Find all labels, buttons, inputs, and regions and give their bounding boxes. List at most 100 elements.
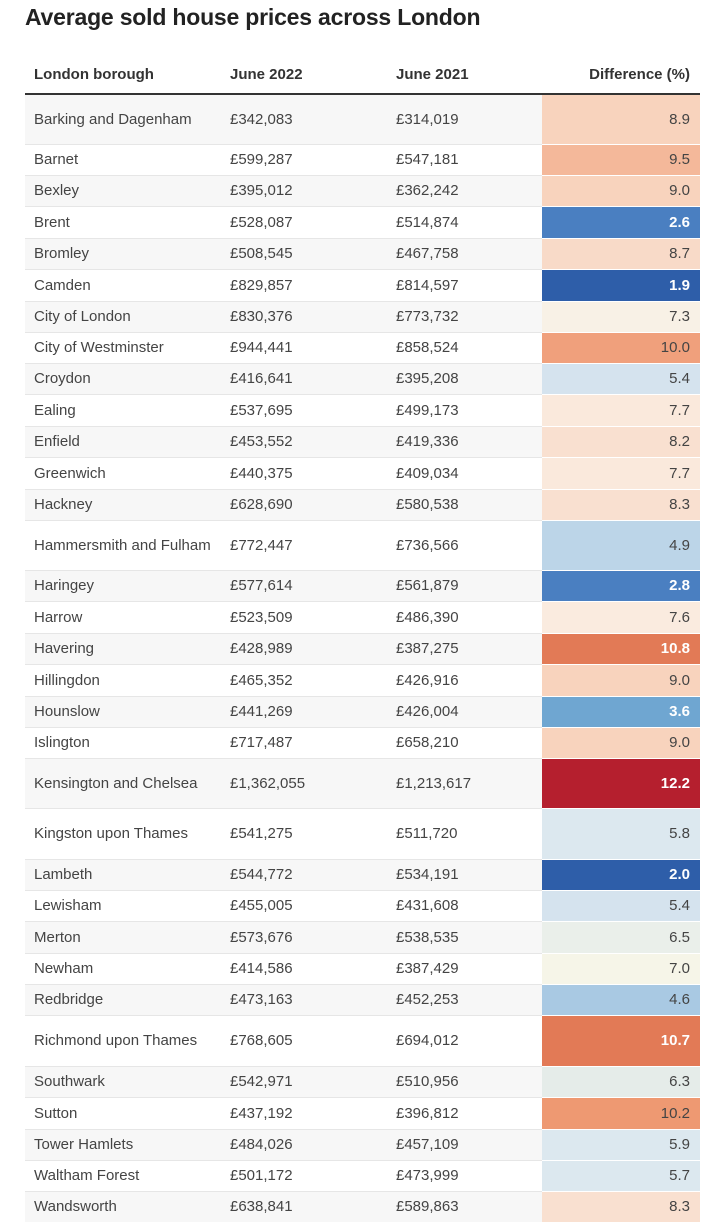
header-borough: London borough [25,56,221,95]
cell-difference: 4.6 [542,983,700,1015]
cell-june-2022: £440,375 [221,456,387,489]
cell-june-2021: £467,758 [387,237,542,269]
cell-june-2021: £486,390 [387,600,542,633]
cell-june-2021: £473,999 [387,1159,542,1191]
cell-difference: 8.3 [542,488,700,520]
table-row: Kingston upon Thames £541,275 £511,720 5.8 [25,807,700,859]
cell-june-2022: £484,026 [221,1128,387,1160]
table-row: Enfield £453,552 £419,336 8.2 [25,425,700,457]
cell-june-2022: £577,614 [221,569,387,601]
table-row: Haringey £577,614 £561,879 2.8 [25,569,700,601]
cell-june-2022: £414,586 [221,952,387,984]
table-row: Havering £428,989 £387,275 10.8 [25,632,700,664]
cell-difference: 7.6 [542,600,700,633]
cell-june-2022: £544,772 [221,858,387,890]
cell-june-2021: £419,336 [387,425,542,457]
cell-borough: Kingston upon Thames [25,807,221,859]
cell-borough: Croydon [25,362,221,394]
table-row: Barnet £599,287 £547,181 9.5 [25,143,700,175]
cell-borough: Redbridge [25,983,221,1015]
cell-june-2022: £573,676 [221,920,387,953]
cell-difference: 10.7 [542,1014,700,1066]
cell-june-2022: £455,005 [221,889,387,921]
header-difference: Difference (%) [542,56,700,95]
table-row: Hounslow £441,269 £426,004 3.6 [25,695,700,727]
header-june-2021: June 2021 [387,56,542,95]
cell-june-2021: £409,034 [387,456,542,489]
cell-june-2022: £416,641 [221,362,387,394]
cell-difference: 10.0 [542,331,700,363]
cell-june-2021: £561,879 [387,569,542,601]
cell-june-2021: £511,720 [387,807,542,859]
cell-june-2022: £453,552 [221,425,387,457]
table-row: City of Westminster £944,441 £858,524 10.0 [25,331,700,363]
cell-june-2021: £534,191 [387,858,542,890]
cell-borough: Waltham Forest [25,1159,221,1191]
cell-difference: 9.0 [542,663,700,696]
table-row: Richmond upon Thames £768,605 £694,012 10.7 [25,1014,700,1066]
cell-difference: 12.2 [542,757,700,808]
cell-june-2022: £541,275 [221,807,387,859]
cell-june-2022: £537,695 [221,393,387,426]
cell-difference: 8.9 [542,93,700,144]
cell-june-2021: £431,608 [387,889,542,921]
cell-borough: Richmond upon Thames [25,1014,221,1066]
table-row: Islington £717,487 £658,210 9.0 [25,726,700,758]
cell-june-2021: £547,181 [387,143,542,175]
cell-difference: 10.8 [542,632,700,664]
cell-borough: Hillingdon [25,663,221,696]
cell-june-2022: £428,989 [221,632,387,664]
cell-june-2021: £387,429 [387,952,542,984]
cell-june-2021: £658,210 [387,726,542,758]
table-row: City of London £830,376 £773,732 7.3 [25,300,700,332]
cell-difference: 8.2 [542,425,700,457]
cell-difference: 4.9 [542,519,700,570]
header-june-2022: June 2022 [221,56,387,95]
table-row: Greenwich £440,375 £409,034 7.7 [25,456,700,489]
table-header-row: London borough June 2022 June 2021 Diffe… [25,56,700,95]
cell-borough: Hackney [25,488,221,520]
cell-june-2021: £514,874 [387,205,542,238]
cell-difference: 9.5 [542,143,700,175]
table-row: Waltham Forest £501,172 £473,999 5.7 [25,1159,700,1191]
cell-june-2022: £772,447 [221,519,387,570]
cell-june-2022: £829,857 [221,268,387,301]
cell-borough: Newham [25,952,221,984]
cell-june-2022: £473,163 [221,983,387,1015]
cell-borough: Tower Hamlets [25,1128,221,1160]
cell-june-2021: £1,213,617 [387,757,542,808]
table-row: Southwark £542,971 £510,956 6.3 [25,1065,700,1097]
cell-borough: Ealing [25,393,221,426]
cell-difference: 8.7 [542,237,700,269]
cell-difference: 1.9 [542,268,700,301]
cell-june-2022: £523,509 [221,600,387,633]
cell-borough: Hammersmith and Fulham [25,519,221,570]
cell-june-2022: £638,841 [221,1190,387,1222]
cell-june-2022: £441,269 [221,695,387,727]
cell-june-2022: £342,083 [221,93,387,144]
table-row: Newham £414,586 £387,429 7.0 [25,952,700,984]
cell-difference: 6.5 [542,920,700,953]
cell-borough: Kensington and Chelsea [25,757,221,808]
cell-borough: Brent [25,205,221,238]
cell-borough: Wandsworth [25,1190,221,1222]
cell-june-2021: £736,566 [387,519,542,570]
cell-june-2022: £768,605 [221,1014,387,1066]
cell-difference: 2.0 [542,858,700,890]
cell-june-2021: £580,538 [387,488,542,520]
cell-difference: 3.6 [542,695,700,727]
cell-june-2022: £528,087 [221,205,387,238]
table-row: Wandsworth £638,841 £589,863 8.3 [25,1190,700,1222]
cell-borough: Bromley [25,237,221,269]
cell-june-2021: £426,004 [387,695,542,727]
cell-borough: Enfield [25,425,221,457]
table-row: Merton £573,676 £538,535 6.5 [25,920,700,953]
cell-difference: 9.0 [542,174,700,206]
cell-borough: Merton [25,920,221,953]
table-row: Tower Hamlets £484,026 £457,109 5.9 [25,1128,700,1160]
cell-june-2022: £542,971 [221,1065,387,1097]
cell-june-2021: £858,524 [387,331,542,363]
cell-june-2022: £599,287 [221,143,387,175]
cell-difference: 6.3 [542,1065,700,1097]
